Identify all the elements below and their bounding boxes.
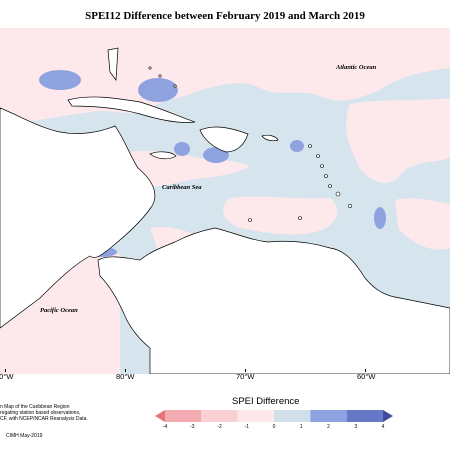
- puerto-rico-island: [261, 134, 279, 142]
- legend-tick-label: -2: [217, 424, 222, 430]
- footer-credit: CIMH May-2019: [6, 433, 43, 439]
- legend-tick-label: -1: [244, 424, 249, 430]
- legend-tick-label: 0: [272, 424, 276, 430]
- map-title: SPEI12 Difference between February 2019 …: [85, 10, 365, 22]
- legend-color-cell: [310, 410, 347, 422]
- caribbean-sea-label: Caribbean Sea: [162, 184, 202, 191]
- small-islands: [148, 66, 353, 222]
- lon-label-60w: 60°W: [357, 372, 376, 381]
- map-area: [0, 28, 450, 374]
- legend-color-cell: [383, 410, 393, 422]
- lon-label-70w: 70°W: [236, 372, 255, 381]
- legend-colorbar: [155, 410, 393, 422]
- legend-color-cell: [274, 410, 311, 422]
- credit-line-3: CF, with NCEP/NCAR Reanalysis Data.: [0, 416, 88, 422]
- legend-tick-label: -4: [162, 424, 168, 430]
- legend-tick-label: 1: [299, 424, 303, 430]
- lon-tick: [5, 369, 6, 372]
- credit-line-2: regating station based observations,: [0, 410, 81, 416]
- hispaniola-island: [199, 126, 249, 153]
- florida-peninsula: [107, 47, 119, 81]
- legend-color-cell: [201, 410, 238, 422]
- legend-color-cell: [237, 410, 274, 422]
- lon-tick: [365, 369, 366, 372]
- south-america-land: [97, 227, 450, 374]
- cuba-island: [67, 96, 196, 123]
- credit-line-1: n Map of the Caribbean Region: [0, 404, 70, 410]
- land-masses: [0, 47, 450, 374]
- lon-tick: [125, 369, 126, 372]
- lon-label-90w: 90°W: [0, 372, 14, 381]
- legend-tick-label: 3: [354, 424, 358, 430]
- legend-title: SPEI Difference: [232, 396, 300, 407]
- legend-tick-label: 4: [381, 424, 385, 430]
- legend-color-cell: [346, 410, 383, 422]
- jamaica-island: [149, 151, 177, 160]
- legend-color-cell: [155, 410, 165, 422]
- legend-tick-label: -3: [190, 424, 195, 430]
- central-america-land: [0, 107, 156, 329]
- legend-color-cell: [165, 410, 202, 422]
- spei-map: [0, 28, 450, 374]
- pacific-ocean-label: Pacific Ocean: [40, 307, 78, 314]
- lon-label-80w: 80°W: [116, 372, 135, 381]
- legend-tick-label: 2: [327, 424, 330, 430]
- lon-tick: [245, 369, 246, 372]
- atlantic-ocean-label: Atlantic Ocean: [336, 64, 377, 71]
